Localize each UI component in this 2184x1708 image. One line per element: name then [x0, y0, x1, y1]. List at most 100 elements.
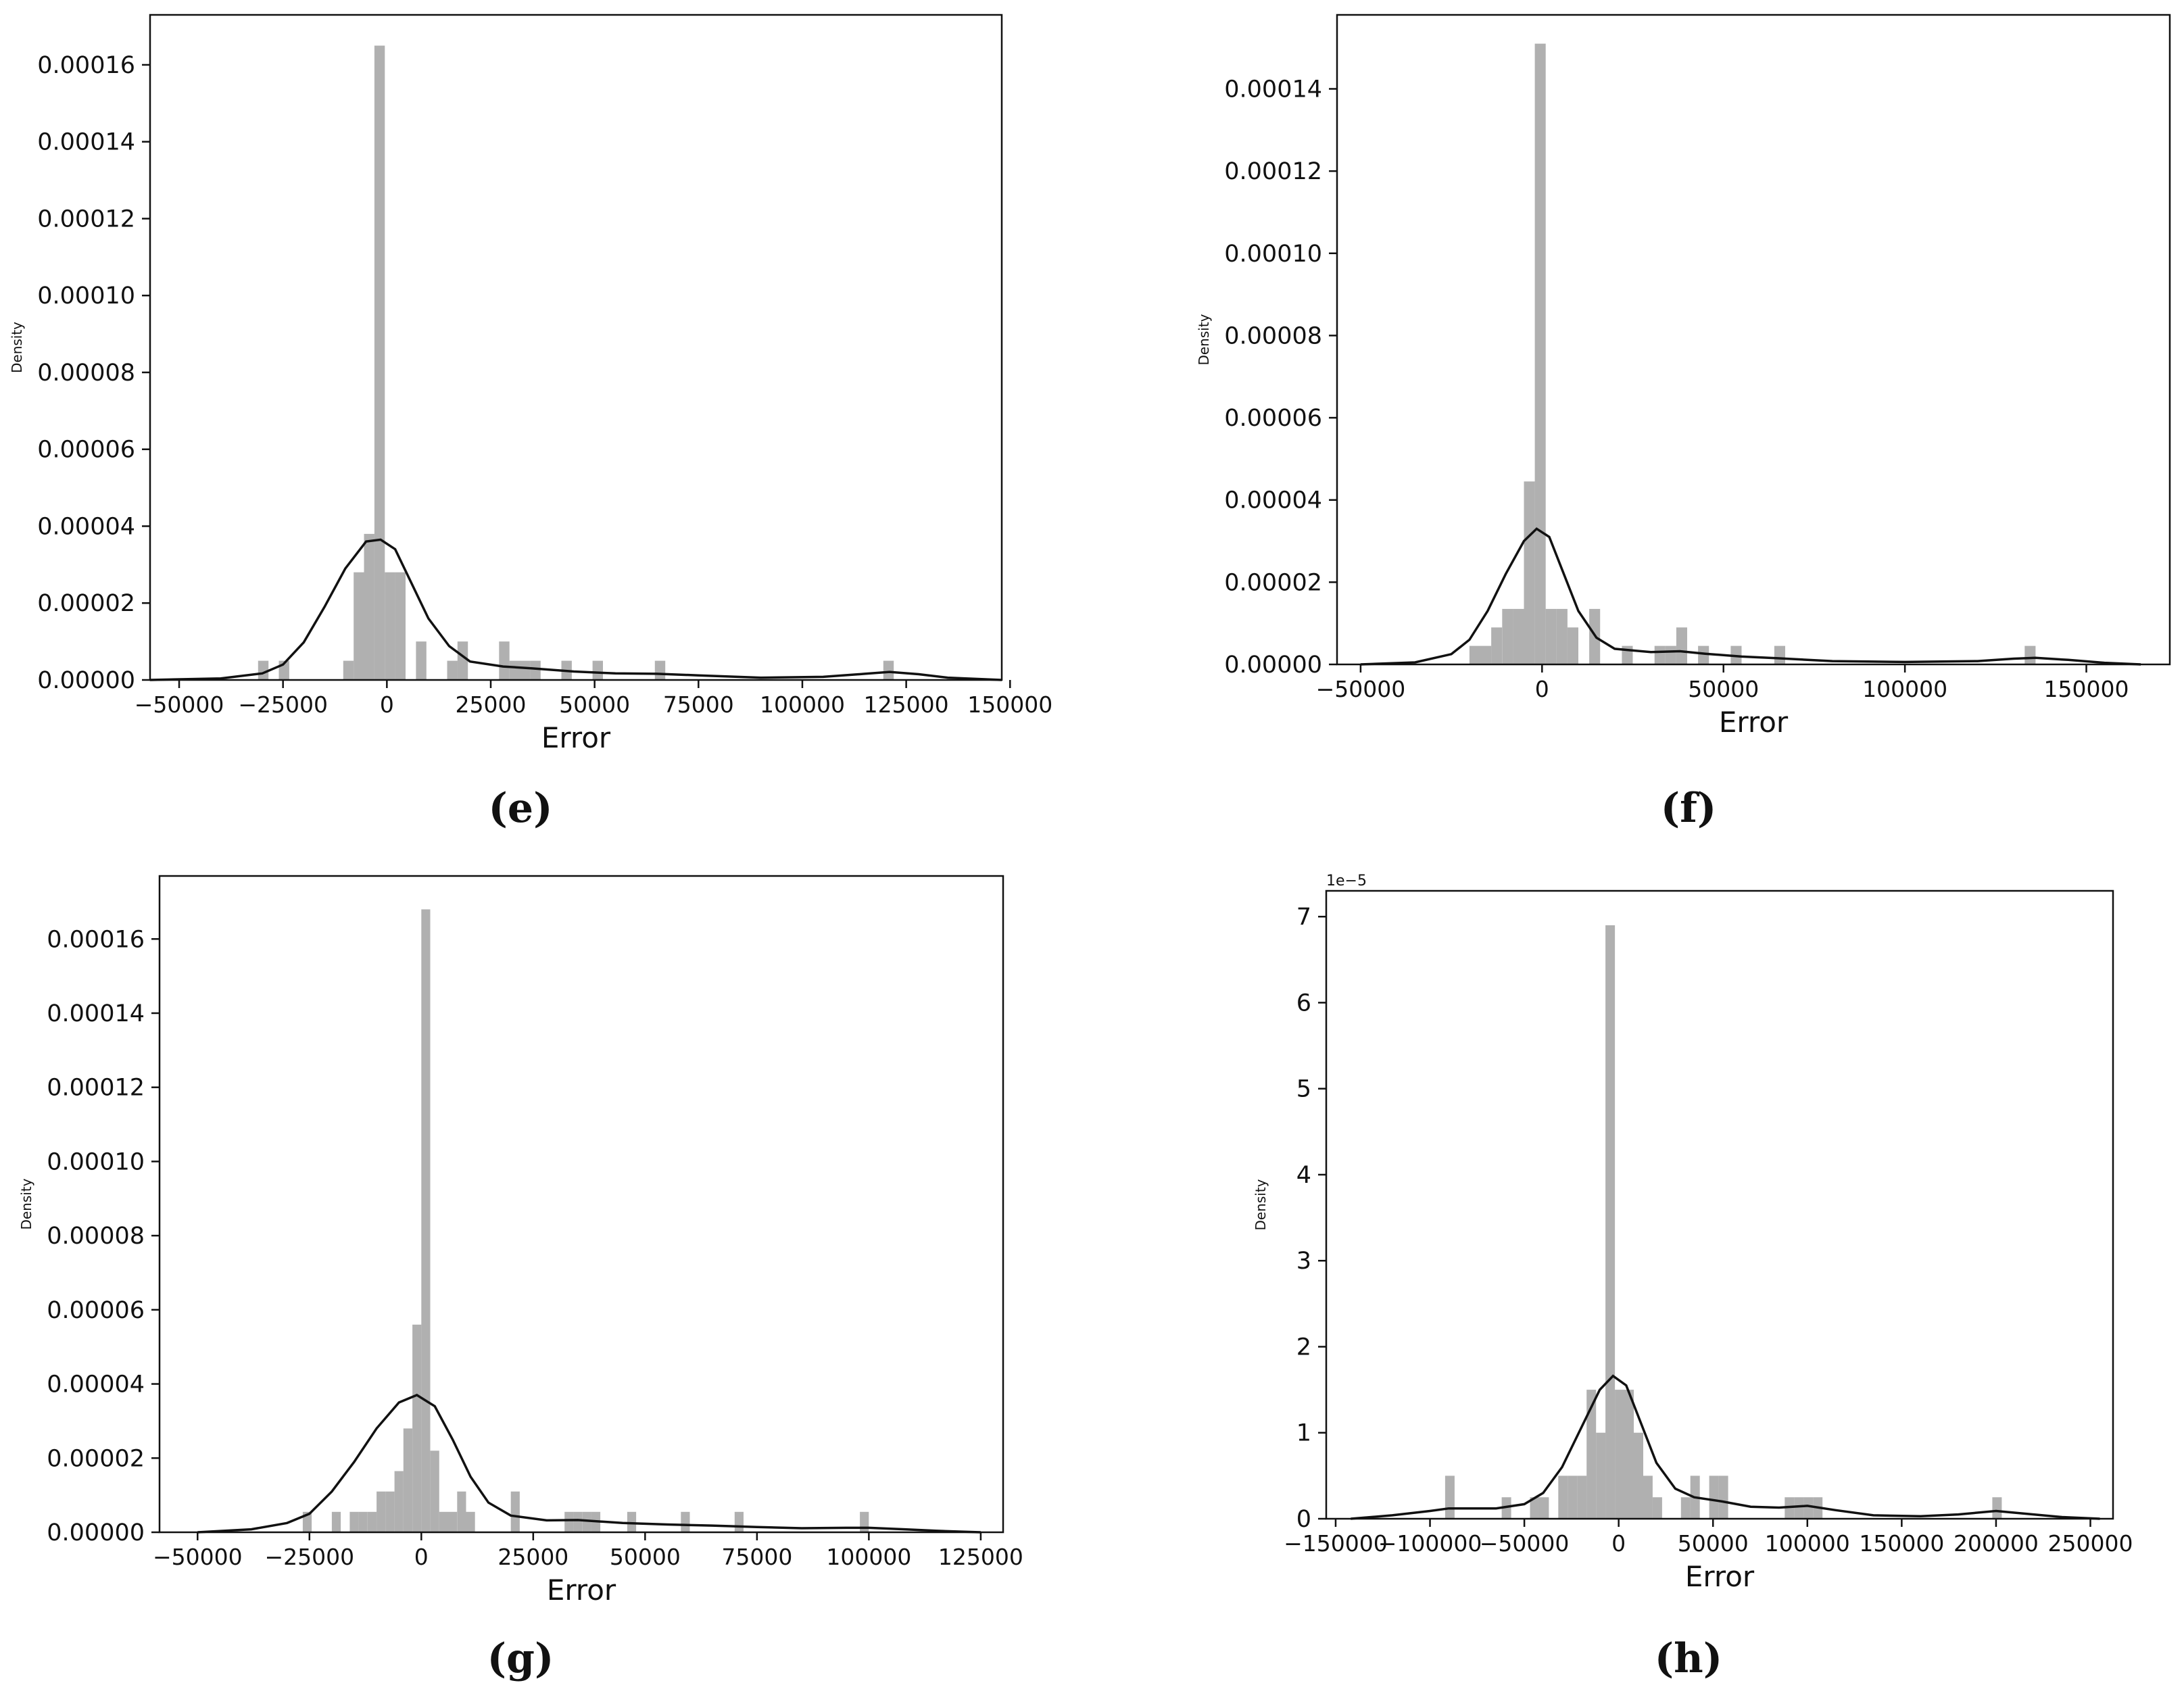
histogram-bar	[302, 1511, 312, 1532]
histogram-bar	[1665, 645, 1676, 664]
panel-e: −50000 −25000 0 25000 50000 75000 100000 125000…	[9, 14, 1052, 832]
x-tick-label: 0	[414, 1544, 429, 1570]
histogram-bar	[510, 1491, 520, 1532]
histogram-bar	[457, 1491, 466, 1532]
y-tick-label: 0.00010	[1224, 241, 1322, 268]
histogram-bar	[582, 1511, 591, 1532]
histogram-bar	[1615, 1390, 1625, 1519]
panel-caption-f: (f)	[1661, 785, 1717, 832]
histogram-bar	[1718, 1475, 1728, 1519]
x-tick-label: 50000	[1688, 676, 1759, 702]
histogram-bar	[1643, 1475, 1653, 1519]
y-tick-label: 0.00000	[47, 1519, 145, 1546]
panel-caption-g: (g)	[487, 1635, 554, 1682]
histogram-bar	[1502, 608, 1513, 664]
panel-caption-e: (e)	[489, 785, 553, 832]
y-tick-label: 0.00002	[37, 590, 135, 617]
histogram-bar	[1567, 627, 1578, 664]
y-tick-label: 0.00014	[1224, 76, 1322, 103]
histogram-bar	[457, 641, 468, 680]
histogram-bar	[509, 660, 520, 680]
x-axis-label-e: Error	[541, 721, 611, 754]
y-tick-label: 0.00002	[47, 1445, 145, 1472]
histogram-bar	[1634, 1432, 1643, 1519]
x-tick-label: 150000	[2044, 676, 2129, 702]
kde-curve-h	[1351, 1374, 2100, 1520]
histogram-bar	[343, 660, 354, 680]
y-axis-label-h: Density	[1253, 1179, 1269, 1230]
plot-frame-g	[158, 875, 1004, 1534]
y-axis-ticks-h: 0 1 2 3 4 5 6 7	[1296, 904, 1326, 1533]
histogram-bar	[1556, 608, 1568, 664]
y-tick-label: 7	[1296, 904, 1311, 931]
histogram-bar	[448, 1511, 458, 1532]
x-tick-label: 50000	[610, 1544, 681, 1570]
histogram-bar	[592, 660, 603, 680]
histogram-bar	[1586, 1390, 1597, 1519]
histogram-bar	[1596, 1432, 1606, 1519]
histogram-bar	[349, 1511, 359, 1532]
x-tick-label: 100000	[826, 1544, 911, 1570]
histogram-bar	[1568, 1475, 1578, 1519]
y-tick-label: 0.00016	[37, 52, 135, 79]
histogram-bar	[1794, 1497, 1804, 1519]
histogram-bar	[1480, 645, 1492, 664]
histogram-bar	[385, 572, 395, 680]
histogram-bar	[1524, 481, 1535, 664]
x-axis-label-g: Error	[547, 1573, 616, 1607]
histogram-bar	[1445, 1475, 1455, 1519]
kde-curve-g	[197, 1394, 981, 1534]
histogram-bar	[466, 1511, 475, 1532]
histogram-bar	[374, 45, 385, 680]
y-tick-label: 0.00004	[47, 1371, 145, 1398]
histogram-bar	[681, 1511, 690, 1532]
y-tick-label: 5	[1296, 1076, 1311, 1103]
x-tick-label: −50000	[135, 691, 224, 718]
histogram-bar	[1676, 627, 1687, 664]
y-axis-label-f: Density	[1196, 314, 1212, 365]
x-axis-label-h: Error	[1685, 1560, 1755, 1593]
panel-caption-h: (h)	[1655, 1635, 1722, 1682]
histogram-bar	[499, 641, 510, 680]
plot-frame-e	[149, 14, 1003, 681]
x-tick-label: −150000	[1284, 1530, 1388, 1557]
y-tick-label: 0	[1296, 1506, 1311, 1533]
x-tick-label: 25000	[456, 691, 527, 718]
y-tick-label: 0.00006	[47, 1297, 145, 1324]
x-tick-label: −25000	[264, 1544, 354, 1570]
x-tick-label: 250000	[2048, 1530, 2133, 1557]
y-tick-label: 0.00002	[1224, 569, 1322, 596]
x-axis-ticks-g: −50000 −25000 0 25000 50000 75000 100000 125000	[153, 1532, 1023, 1570]
histogram-bar	[627, 1511, 637, 1532]
y-tick-label: 0.00012	[1224, 158, 1322, 185]
panel-g: −50000 −25000 0 25000 50000 75000 100000 125000…	[18, 875, 1023, 1682]
x-tick-label: −50000	[1480, 1530, 1570, 1557]
y-tick-label: 0.00006	[37, 437, 135, 464]
x-axis-ticks-e: −50000 −25000 0 25000 50000 75000 100000 125000…	[135, 680, 1052, 718]
histogram-bar	[530, 660, 541, 680]
x-axis-ticks-h: −150000−100000−50000 0 50000 100000 150000 20…	[1284, 1519, 2133, 1557]
histogram-bar	[331, 1511, 341, 1532]
histogram-bar	[654, 660, 666, 680]
histogram-bars-h	[1445, 925, 2002, 1519]
y-tick-label: 0.00006	[1224, 405, 1322, 432]
x-tick-label: 100000	[1862, 676, 1947, 702]
histogram-bar	[394, 1471, 404, 1532]
y-tick-label: 0.00000	[37, 667, 135, 694]
histogram-bar	[883, 660, 894, 680]
y-tick-label: 0.00004	[1224, 487, 1322, 514]
histogram-bar	[358, 1511, 368, 1532]
y-tick-label: 0.00016	[47, 926, 145, 953]
histogram-bar	[564, 1511, 574, 1532]
y-tick-label: 3	[1296, 1248, 1311, 1275]
x-axis-ticks-f: −50000 0 50000 100000 150000	[1316, 664, 2129, 702]
histogram-bar	[573, 1511, 583, 1532]
y-tick-label: 1	[1296, 1420, 1311, 1447]
x-tick-label: 200000	[1954, 1530, 2039, 1557]
histogram-bars-e	[258, 45, 894, 680]
x-tick-label: −50000	[153, 1544, 243, 1570]
histogram-bar	[1491, 627, 1503, 664]
histogram-bar	[1530, 1497, 1540, 1519]
plot-frame-h	[1325, 889, 2114, 1520]
